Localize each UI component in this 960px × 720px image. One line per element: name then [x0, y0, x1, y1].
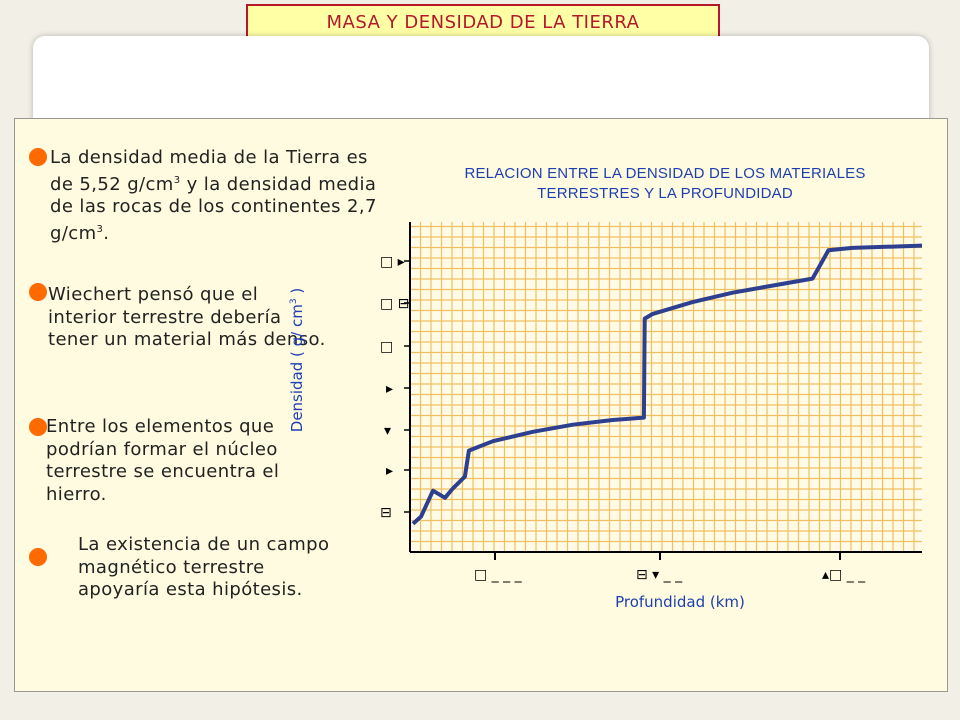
tick-glyph: ⊟ ▾ _ _ [636, 567, 683, 583]
bullet-text-2: Wiechert pensó que el interior terrestre… [48, 284, 326, 350]
tick-glyph: □ ⊟ [380, 296, 409, 312]
page-title: MASA Y DENSIDAD DE LA TIERRA [246, 4, 720, 42]
bullet-icon [29, 283, 47, 301]
tick-glyph: ▸ [386, 381, 393, 397]
bullet-icon [29, 418, 47, 436]
bullet-text-1: La densidad media de la Tierra es de 5,5… [50, 147, 377, 244]
tick-glyph: □ [380, 339, 393, 355]
chart-grid [409, 222, 922, 553]
tick-glyph: □ ▸ [380, 254, 405, 270]
tick-glyph: ▾ [384, 423, 391, 439]
bullet-text-4: La existencia de un campo magnético terr… [78, 534, 330, 600]
chart-axes [404, 222, 922, 560]
bullet-text-3: Entre los elementos que podrían formar e… [46, 416, 280, 505]
density-curve [411, 243, 923, 526]
bullet-icon [29, 548, 47, 566]
chart-xlabel: Profundidad (km) [615, 593, 745, 611]
plot-area [410, 222, 922, 552]
tick-glyph: ▴□ _ _ [822, 567, 866, 583]
chart-title: RELACION ENTRE LA DENSIDAD DE LOS MATERI… [464, 165, 866, 202]
tick-glyph: ▸ [386, 463, 393, 479]
bullet-icon [29, 148, 47, 166]
tick-glyph: □ _ _ _ [474, 567, 523, 583]
tick-glyph: ⊟ [380, 505, 392, 521]
chart-tick-glyphs: □ ▸ □ ⊟ □ ▸ ▾ ▸ ⊟ □ _ _ _ ⊟ ▾ _ _ ▴□ _ _ [380, 254, 866, 583]
